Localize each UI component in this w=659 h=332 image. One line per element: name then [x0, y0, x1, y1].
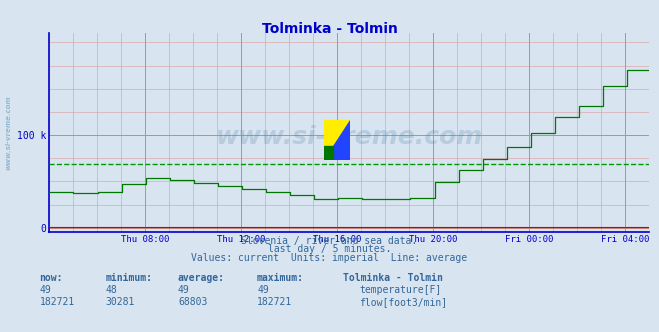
Text: Tolminka - Tolmin: Tolminka - Tolmin: [343, 273, 443, 283]
Text: www.si-vreme.com: www.si-vreme.com: [215, 125, 483, 149]
Text: temperature[F]: temperature[F]: [359, 285, 442, 295]
Text: minimum:: minimum:: [105, 273, 152, 283]
Text: 49: 49: [257, 285, 269, 295]
Text: www.si-vreme.com: www.si-vreme.com: [5, 96, 12, 170]
Polygon shape: [324, 120, 351, 160]
Text: 182721: 182721: [40, 297, 74, 307]
Text: 49: 49: [178, 285, 190, 295]
Text: Values: current  Units: imperial  Line: average: Values: current Units: imperial Line: av…: [191, 253, 468, 263]
Text: 49: 49: [40, 285, 51, 295]
Text: 68803: 68803: [178, 297, 208, 307]
Bar: [324, 146, 333, 160]
Text: maximum:: maximum:: [257, 273, 304, 283]
Text: Tolminka - Tolmin: Tolminka - Tolmin: [262, 22, 397, 36]
Text: now:: now:: [40, 273, 63, 283]
Text: 30281: 30281: [105, 297, 135, 307]
Text: last day / 5 minutes.: last day / 5 minutes.: [268, 244, 391, 254]
Text: Slovenia / river and sea data.: Slovenia / river and sea data.: [241, 236, 418, 246]
Text: flow[foot3/min]: flow[foot3/min]: [359, 297, 447, 307]
Text: 182721: 182721: [257, 297, 292, 307]
Text: 48: 48: [105, 285, 117, 295]
Text: average:: average:: [178, 273, 225, 283]
Polygon shape: [324, 120, 351, 160]
